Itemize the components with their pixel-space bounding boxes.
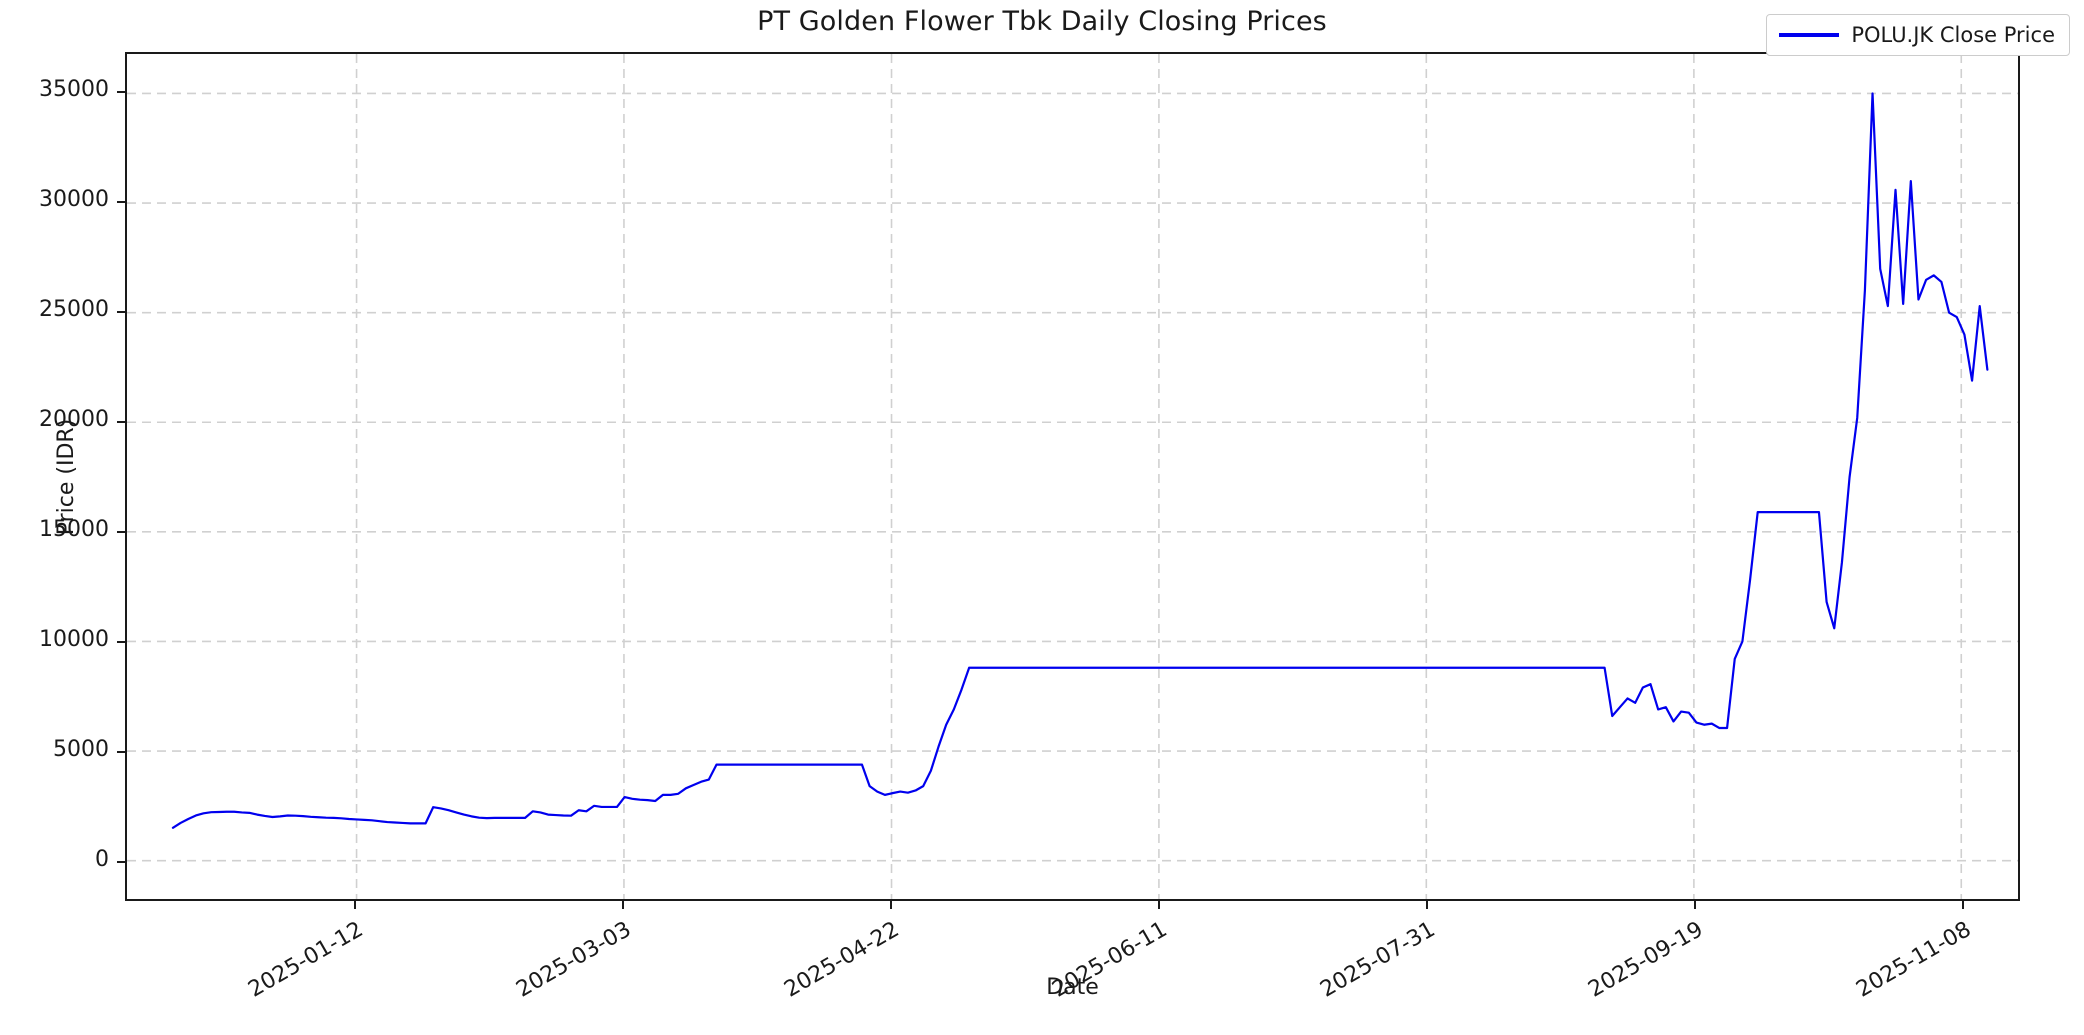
x-tick-mark <box>890 901 893 909</box>
legend-label: POLU.JK Close Price <box>1851 23 2055 47</box>
y-tick-label: 0 <box>95 847 109 873</box>
y-tick-mark <box>117 531 125 534</box>
chart-legend[interactable]: POLU.JK Close Price <box>1766 14 2070 56</box>
y-tick-mark <box>117 641 125 644</box>
x-tick-mark <box>354 901 357 909</box>
x-tick-mark <box>1426 901 1429 909</box>
x-axis-label: Date <box>1046 975 1099 1000</box>
y-tick-label: 25000 <box>39 296 109 322</box>
x-tick-mark <box>1962 901 1965 909</box>
y-tick-mark <box>117 90 125 93</box>
y-tick-label: 15000 <box>39 517 109 543</box>
x-tick-mark <box>1158 901 1161 909</box>
y-tick-label: 30000 <box>39 186 109 212</box>
y-tick-label: 5000 <box>53 737 109 763</box>
x-tick-mark <box>1694 901 1697 909</box>
x-tick-mark <box>622 901 624 909</box>
y-tick-mark <box>117 420 125 423</box>
gridlines <box>127 54 2018 899</box>
y-tick-mark <box>117 200 125 203</box>
series-path <box>173 93 1987 827</box>
y-tick-label: 10000 <box>39 627 109 653</box>
y-tick-label: 20000 <box>39 406 109 432</box>
chart-title: PT Golden Flower Tbk Daily Closing Price… <box>757 6 1327 37</box>
y-axis-label-wrapper: Price (IDR) <box>14 52 79 901</box>
y-tick-mark <box>117 861 125 864</box>
y-tick-mark <box>117 310 125 313</box>
y-tick-label: 35000 <box>39 76 109 102</box>
series-line-polu-jk <box>127 54 2018 899</box>
plot-area <box>125 52 2020 901</box>
y-tick-mark <box>117 751 125 754</box>
legend-line-swatch <box>1779 33 1840 37</box>
